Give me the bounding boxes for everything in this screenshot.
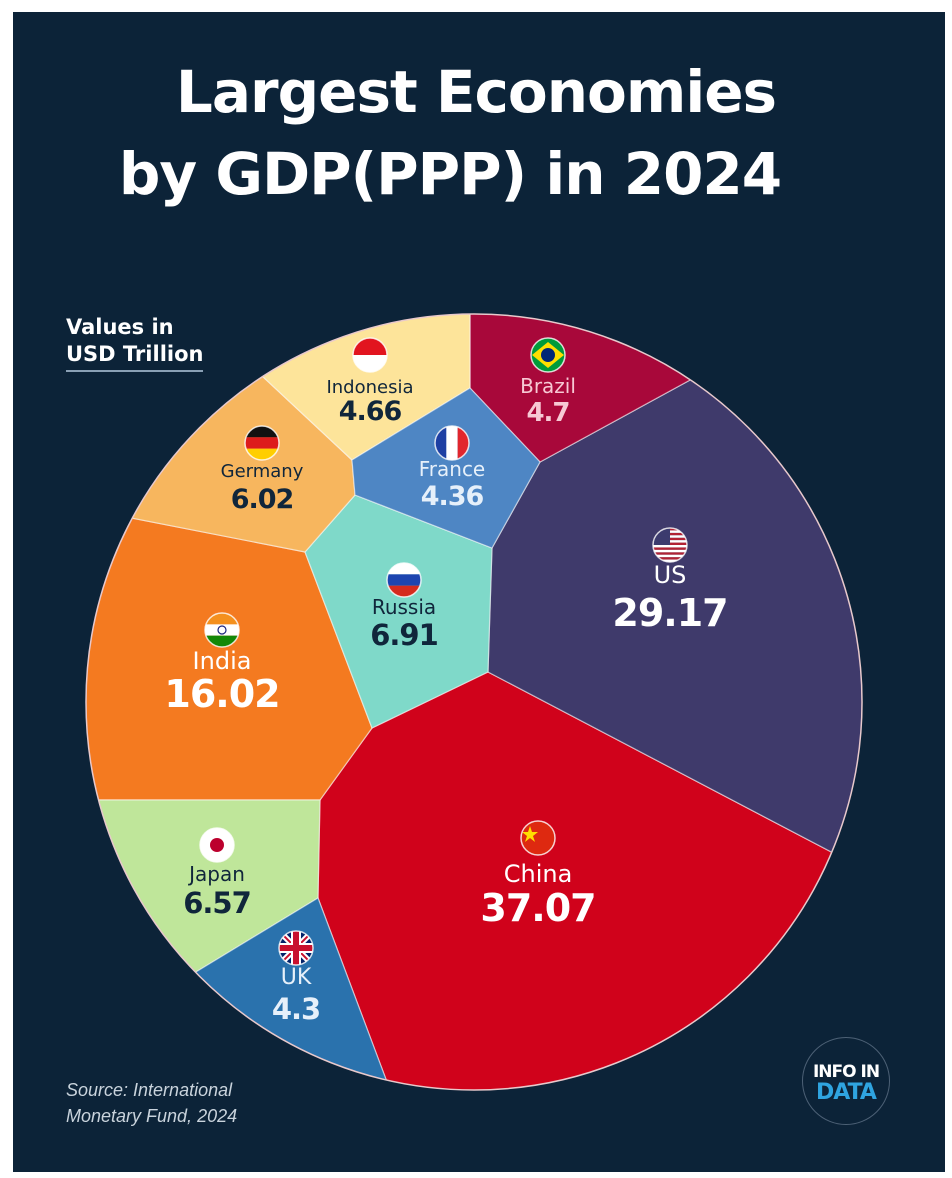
source-line-1: Source: International — [66, 1080, 233, 1100]
country-name-us: US — [654, 561, 687, 589]
value-label-france: 4.36 — [421, 481, 484, 512]
us-flag-icon — [653, 528, 687, 562]
russia-flag-icon — [387, 563, 421, 597]
value-label-russia: 6.91 — [370, 618, 438, 652]
country-name-indonesia: Indonesia — [326, 377, 413, 398]
units-line-2: USD Trillion — [66, 341, 204, 372]
country-name-brazil: Brazil — [520, 374, 576, 398]
units-line-1: Values in — [66, 315, 174, 339]
country-name-uk: UK — [281, 965, 312, 990]
chart-outline — [85, 313, 863, 1091]
value-label-germany: 6.02 — [231, 484, 294, 515]
country-name-japan: Japan — [187, 862, 245, 886]
brazil-flag-icon — [531, 338, 565, 372]
france-flag-icon — [435, 426, 469, 460]
value-label-japan: 6.57 — [183, 886, 251, 920]
infoindata-logo: INFO IN DATA — [802, 1037, 890, 1125]
label-uk: UK4.3 — [272, 930, 321, 1026]
source-note: Source: International Monetary Fund, 202… — [66, 1077, 237, 1129]
india-flag-icon — [205, 613, 239, 647]
value-label-uk: 4.3 — [272, 992, 320, 1026]
logo-line-1: INFO IN — [812, 1062, 880, 1082]
uk-flag-icon — [279, 931, 313, 965]
value-label-indonesia: 4.66 — [339, 396, 402, 427]
china-flag-icon — [521, 821, 555, 855]
value-label-brazil: 4.7 — [526, 398, 569, 428]
germany-flag-icon — [245, 426, 279, 460]
chart-title-line-1: Largest Economies — [175, 58, 777, 126]
source-line-2: Monetary Fund, 2024 — [66, 1106, 238, 1126]
value-label-us: 29.17 — [612, 591, 727, 635]
country-name-russia: Russia — [372, 595, 436, 619]
value-label-china: 37.07 — [480, 886, 595, 930]
country-name-china: China — [504, 860, 573, 888]
cell-france — [351, 387, 541, 549]
value-label-india: 16.02 — [164, 672, 279, 716]
indonesia-flag-icon — [353, 338, 387, 372]
chart-title-line-2: by GDP(PPP) in 2024 — [118, 140, 782, 208]
country-name-france: France — [419, 457, 486, 481]
logo-line-2: DATA — [816, 1080, 877, 1105]
units-note: Values in USD Trillion — [66, 314, 204, 372]
japan-flag-icon — [200, 828, 234, 862]
country-name-germany: Germany — [221, 461, 304, 482]
country-name-india: India — [193, 647, 252, 675]
